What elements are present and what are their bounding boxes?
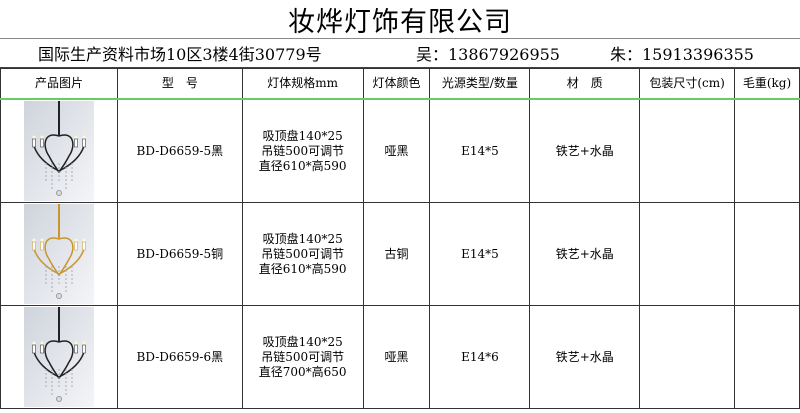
header-image: 产品图片	[0, 68, 118, 100]
header-package: 包装尺寸(cm)	[639, 68, 736, 100]
weight-cell	[734, 98, 800, 203]
package-cell	[639, 202, 736, 306]
model-cell: BD-D6659-5黑	[116, 98, 243, 203]
light-cell: E14*5	[429, 98, 531, 203]
material-cell: 铁艺+水晶	[529, 305, 641, 409]
table-row: BD-D6659-5铜 吸顶盘140*25 吊链500可调节 直径610*高590 …	[0, 202, 800, 306]
spec-cell: 吸顶盘140*25 吊链500可调节 直径610*高590	[241, 98, 364, 203]
material-cell: 铁艺+水晶	[529, 202, 641, 306]
header-color: 灯体颜色	[362, 68, 431, 100]
product-table: 产品图片 型 号 灯体规格mm 灯体颜色 光源类型/数量 材 质 包装尺寸(cm…	[0, 68, 800, 409]
product-image	[0, 202, 118, 306]
spec-line: 吊链500可调节	[261, 349, 345, 364]
header-light: 光源类型/数量	[429, 68, 531, 100]
address: 国际生产资料市场10区3楼4街30779号	[38, 45, 322, 64]
spec-line: 吊链500可调节	[261, 246, 345, 261]
contact-wu: 吴：13867926955	[416, 45, 560, 64]
color-cell: 哑黑	[362, 98, 431, 203]
header-weight: 毛重(kg)	[734, 68, 800, 100]
chandelier-image	[1, 307, 117, 407]
light-cell: E14*5	[429, 202, 531, 306]
color-cell: 哑黑	[362, 305, 431, 409]
header-material: 材 质	[529, 68, 641, 100]
model-cell: BD-D6659-5铜	[116, 202, 243, 306]
material-cell: 铁艺+水晶	[529, 98, 641, 203]
weight-cell	[734, 305, 800, 409]
chandelier-image	[1, 101, 117, 201]
header-spec: 灯体规格mm	[241, 68, 364, 100]
spec-line: 吸顶盘140*25	[262, 128, 343, 143]
package-cell	[639, 98, 736, 203]
spec-line: 吊链500可调节	[261, 143, 345, 158]
header-row: 产品图片 型 号 灯体规格mm 灯体颜色 光源类型/数量 材 质 包装尺寸(cm…	[0, 68, 800, 100]
table-row: BD-D6659-5黑 吸顶盘140*25 吊链500可调节 直径610*高590 …	[0, 98, 800, 203]
product-image	[0, 305, 118, 409]
spec-line: 吸顶盘140*25	[262, 231, 343, 246]
company-title: 妆烨灯饰有限公司	[0, 0, 800, 39]
spec-line: 直径610*高590	[258, 261, 347, 276]
package-cell	[639, 305, 736, 409]
header-model: 型 号	[116, 68, 243, 100]
weight-cell	[734, 202, 800, 306]
spec-cell: 吸顶盘140*25 吊链500可调节 直径700*高650	[241, 305, 364, 409]
light-cell: E14*6	[429, 305, 531, 409]
color-cell: 古铜	[362, 202, 431, 306]
contact-zhu: 朱：15913396355	[610, 45, 754, 64]
chandelier-image	[1, 204, 117, 304]
spec-cell: 吸顶盘140*25 吊链500可调节 直径610*高590	[241, 202, 364, 306]
model-cell: BD-D6659-6黑	[116, 305, 243, 409]
table-row: BD-D6659-6黑 吸顶盘140*25 吊链500可调节 直径700*高650 …	[0, 305, 800, 409]
spec-line: 吸顶盘140*25	[262, 334, 343, 349]
spec-line: 直径610*高590	[258, 158, 347, 173]
spec-line: 直径700*高650	[258, 364, 347, 379]
product-image	[0, 98, 118, 203]
address-row: 国际生产资料市场10区3楼4街30779号 吴：13867926955 朱：15…	[0, 39, 800, 68]
